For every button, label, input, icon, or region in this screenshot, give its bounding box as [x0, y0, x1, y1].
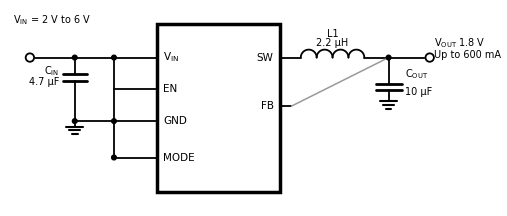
- Text: 2.2 μH: 2.2 μH: [316, 38, 349, 48]
- Text: $\mathregular{V_{OUT}}$ 1.8 V: $\mathregular{V_{OUT}}$ 1.8 V: [434, 36, 486, 50]
- Text: $\mathregular{C_{IN}}$: $\mathregular{C_{IN}}$: [45, 64, 60, 78]
- Text: L1: L1: [327, 29, 338, 39]
- Text: $\mathregular{V_{IN}}$: $\mathregular{V_{IN}}$: [163, 51, 179, 64]
- Bar: [157, 24, 280, 192]
- Text: EN: EN: [163, 84, 178, 94]
- Circle shape: [386, 55, 391, 60]
- Text: FB: FB: [261, 101, 274, 111]
- Text: GND: GND: [163, 116, 188, 126]
- Circle shape: [73, 119, 77, 123]
- Circle shape: [26, 53, 34, 62]
- Circle shape: [112, 55, 116, 60]
- Circle shape: [112, 155, 116, 160]
- Text: 4.7 μF: 4.7 μF: [29, 77, 60, 87]
- Text: $\mathregular{V_{IN}}$ = 2 V to 6 V: $\mathregular{V_{IN}}$ = 2 V to 6 V: [13, 13, 91, 27]
- Text: MODE: MODE: [163, 152, 195, 162]
- Text: $\mathregular{C_{OUT}}$: $\mathregular{C_{OUT}}$: [406, 67, 429, 81]
- Text: Up to 600 mA: Up to 600 mA: [434, 50, 501, 60]
- Text: 10 μF: 10 μF: [406, 87, 432, 97]
- Circle shape: [112, 119, 116, 123]
- Text: SW: SW: [257, 52, 274, 63]
- Circle shape: [73, 55, 77, 60]
- Circle shape: [425, 53, 434, 62]
